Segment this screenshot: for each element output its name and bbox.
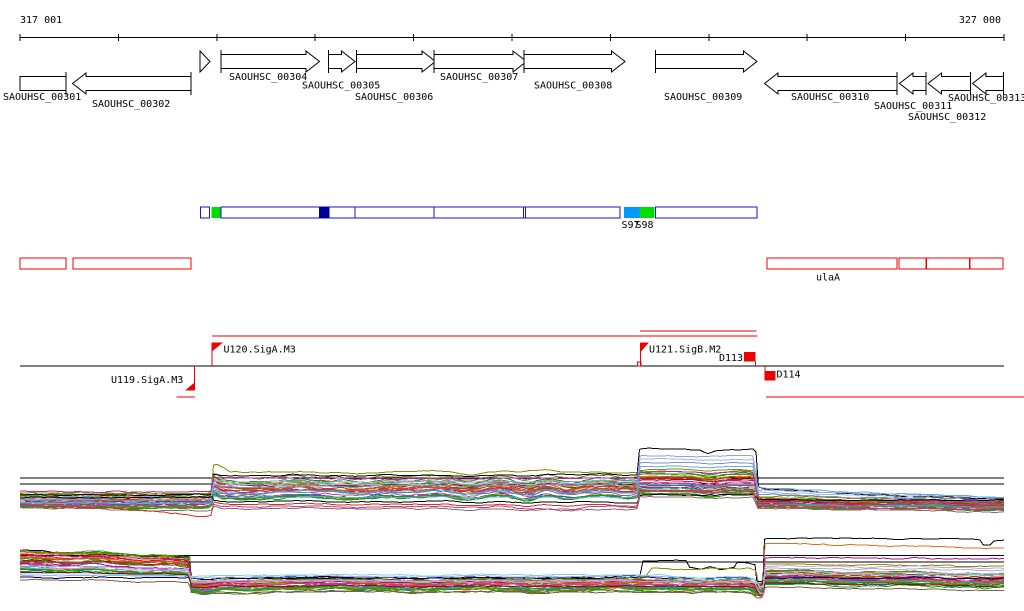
gene-SAOUHSC_00302: SAOUHSC_00302 bbox=[71, 71, 192, 110]
expression-series-red-bottom bbox=[19, 489, 1005, 517]
gene-SAOUHSC_00301: SAOUHSC_00301 bbox=[3, 72, 81, 103]
expression-series-maroon bbox=[19, 571, 1004, 597]
gene-arrow bbox=[199, 49, 211, 74]
tu-flag bbox=[185, 382, 195, 391]
segment-box bbox=[220, 206, 621, 219]
expression-series-magenta-bottom bbox=[19, 490, 1005, 511]
gene-label: SAOUHSC_00301 bbox=[3, 92, 81, 103]
gene-arrow bbox=[71, 71, 192, 96]
gene-arrow bbox=[655, 49, 758, 74]
segment-fill-green bbox=[639, 207, 655, 218]
gene-SAOUHSC_00311: SAOUHSC_00311 bbox=[874, 71, 952, 112]
tu-flag bbox=[212, 342, 223, 352]
gene-SAOUHSC_00313: SAOUHSC_00313 bbox=[948, 71, 1024, 104]
operon-label: ulaA bbox=[816, 273, 840, 284]
reverse-strand-expression bbox=[19, 537, 1005, 599]
expression-series-skyblue bbox=[20, 465, 1005, 505]
gene-SAOUHSC_00310: SAOUHSC_00310 bbox=[763, 71, 898, 103]
operon-box bbox=[19, 257, 67, 270]
segment-fill-green bbox=[211, 207, 221, 218]
gene-arrow bbox=[220, 49, 321, 74]
gene-arrow bbox=[433, 49, 528, 74]
operon-box bbox=[766, 257, 898, 270]
tu-marker-box bbox=[764, 371, 776, 381]
gene-label: SAOUHSC_00310 bbox=[791, 92, 869, 103]
operon-track: ulaA bbox=[19, 257, 1004, 284]
segment-fill-azure bbox=[624, 207, 640, 218]
gene-SAOUHSC_00305: SAOUHSC_00305 bbox=[302, 49, 380, 92]
segment-box bbox=[200, 206, 210, 219]
coordinate-ruler: 317 001 327 000 bbox=[19, 15, 1005, 41]
gene-label: SAOUHSC_00302 bbox=[92, 99, 170, 110]
gene-arrow bbox=[898, 71, 927, 96]
gene-label: SAOUHSC_00306 bbox=[355, 92, 433, 103]
transcription-unit-track: U120.SigA.M3 U121.SigB.M2 U119.SigA.M3 D113… bbox=[20, 330, 1024, 398]
gene-SAOUHSC_00306: SAOUHSC_00306 bbox=[355, 49, 437, 103]
forward-strand-expression bbox=[19, 447, 1005, 517]
tu-marker-box bbox=[744, 352, 756, 362]
segment-label: S97 bbox=[622, 220, 640, 231]
segment-box bbox=[655, 206, 758, 219]
gene-arrow bbox=[927, 71, 971, 96]
expression-series-periwinkle-3 bbox=[20, 461, 1004, 503]
gene-SAOUHSC_00308: SAOUHSC_00308 bbox=[523, 49, 626, 92]
gene-SAOUHSC_00303 bbox=[199, 49, 211, 74]
gene-label: SAOUHSC_00307 bbox=[440, 72, 518, 83]
expression-series-black-flat bbox=[19, 493, 1005, 504]
operon-box bbox=[898, 257, 927, 270]
expression-series-magenta-top bbox=[19, 553, 1005, 596]
tu-marker-D113: D113 bbox=[719, 352, 756, 366]
tu-label: U121.SigB.M2 bbox=[649, 345, 721, 356]
tu-U119.SigA.M3: U119.SigA.M3 bbox=[111, 366, 196, 398]
gene-SAOUHSC_00309: SAOUHSC_00309 bbox=[655, 49, 758, 103]
gene-SAOUHSC_00304: SAOUHSC_00304 bbox=[220, 49, 321, 83]
tu-marker-label: D114 bbox=[777, 370, 801, 381]
ruler-start-coordinate: 317 001 bbox=[20, 15, 62, 26]
tu-label: U120.SigA.M3 bbox=[224, 345, 296, 356]
gene-label: SAOUHSC_00304 bbox=[229, 72, 307, 83]
operon-box bbox=[926, 257, 970, 270]
gene-SAOUHSC_00312: SAOUHSC_00312 bbox=[908, 71, 986, 123]
gene-arrow bbox=[523, 49, 626, 74]
gene-label: SAOUHSC_00312 bbox=[908, 112, 986, 123]
gene-label: SAOUHSC_00305 bbox=[302, 81, 380, 92]
expression-profile-panels bbox=[19, 447, 1005, 599]
gene-label: SAOUHSC_00309 bbox=[664, 92, 742, 103]
ruler-end-coordinate: 327 000 bbox=[959, 15, 1001, 26]
gene-arrow bbox=[356, 49, 437, 74]
expression-series-periwinkle-2 bbox=[20, 458, 1005, 501]
expression-series-lavender-2 bbox=[19, 567, 1005, 595]
gene-arrow bbox=[328, 49, 356, 74]
tu-marker-label: D113 bbox=[719, 353, 743, 364]
tu-marker-D114: D114 bbox=[764, 366, 1024, 398]
expression-series-brown-bottom bbox=[19, 496, 1005, 513]
tu-U121.SigB.M2: U121.SigB.M2 bbox=[637, 330, 757, 367]
expression-series-brown-bottom bbox=[19, 578, 1005, 599]
segment-label: S98 bbox=[636, 220, 654, 231]
tu-flag bbox=[640, 342, 649, 352]
operon-box bbox=[72, 257, 192, 270]
gene-arrow bbox=[19, 76, 67, 91]
tu-tss-box bbox=[637, 361, 642, 367]
operon-box bbox=[969, 257, 1004, 270]
gene-arrow bbox=[763, 71, 898, 96]
segment-fill-navy bbox=[319, 207, 330, 218]
gene-arrow bbox=[971, 71, 1004, 96]
gene-annotation-track: SAOUHSC_00301SAOUHSC_00302SAOUHSC_00304S… bbox=[3, 49, 1024, 123]
gene-label: SAOUHSC_00311 bbox=[874, 101, 952, 112]
gene-SAOUHSC_00307: SAOUHSC_00307 bbox=[433, 49, 528, 83]
tu-U120.SigA.M3: U120.SigA.M3 bbox=[211, 335, 758, 366]
tu-label: U119.SigA.M3 bbox=[111, 375, 183, 386]
expression-series-navy-flat bbox=[20, 575, 1005, 583]
gene-label: SAOUHSC_00313 bbox=[948, 93, 1024, 104]
gene-label: SAOUHSC_00308 bbox=[534, 81, 612, 92]
